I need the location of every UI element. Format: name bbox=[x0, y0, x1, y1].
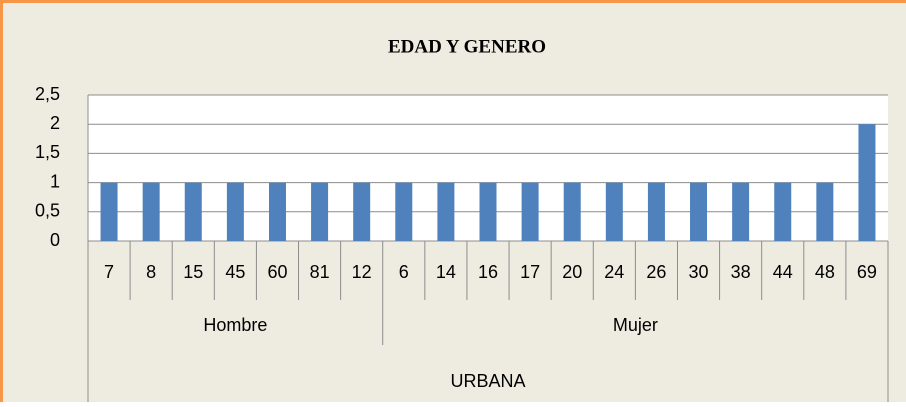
bar bbox=[311, 183, 328, 241]
x-tick-label: 16 bbox=[478, 262, 498, 282]
bar bbox=[690, 183, 707, 241]
bar bbox=[480, 183, 497, 241]
y-tick-label: 1 bbox=[50, 171, 60, 191]
bar bbox=[774, 183, 791, 241]
x-tick-label: 6 bbox=[399, 262, 409, 282]
x-tick-label: 8 bbox=[146, 262, 156, 282]
x-tick-label: 17 bbox=[520, 262, 540, 282]
chart-title: EDAD Y GENERO bbox=[388, 36, 546, 57]
x-tick-label: 60 bbox=[267, 262, 287, 282]
bar bbox=[185, 183, 202, 241]
x-tick-label: 44 bbox=[773, 262, 793, 282]
bar bbox=[143, 183, 160, 241]
group-label: Mujer bbox=[613, 315, 658, 335]
x-tick-label: 45 bbox=[225, 262, 245, 282]
bar bbox=[227, 183, 244, 241]
x-tick-label: 26 bbox=[646, 262, 666, 282]
bar bbox=[732, 183, 749, 241]
x-tick-label: 14 bbox=[436, 262, 456, 282]
bar bbox=[648, 183, 665, 241]
x-tick-label: 24 bbox=[604, 262, 624, 282]
supergroup-label: URBANA bbox=[450, 371, 525, 391]
x-tick-label: 69 bbox=[857, 262, 877, 282]
bar bbox=[564, 183, 581, 241]
bar bbox=[269, 183, 286, 241]
bar bbox=[816, 183, 833, 241]
bar bbox=[395, 183, 412, 241]
y-tick-label: 2,5 bbox=[35, 84, 60, 104]
bar bbox=[353, 183, 370, 241]
x-tick-label: 20 bbox=[562, 262, 582, 282]
y-tick-label: 0,5 bbox=[35, 201, 60, 221]
y-tick-label: 0 bbox=[50, 230, 60, 250]
bar bbox=[101, 183, 118, 241]
y-tick-label: 1,5 bbox=[35, 142, 60, 162]
x-tick-label: 38 bbox=[731, 262, 751, 282]
bar bbox=[606, 183, 623, 241]
x-tick-label: 48 bbox=[815, 262, 835, 282]
bar bbox=[437, 183, 454, 241]
x-tick-label: 30 bbox=[689, 262, 709, 282]
group-label: Hombre bbox=[203, 315, 267, 335]
x-tick-label: 15 bbox=[183, 262, 203, 282]
x-tick-label: 12 bbox=[352, 262, 372, 282]
x-tick-label: 81 bbox=[310, 262, 330, 282]
y-tick-label: 2 bbox=[50, 113, 60, 133]
x-tick-label: 7 bbox=[104, 262, 114, 282]
bar bbox=[522, 183, 539, 241]
bar bbox=[858, 124, 875, 241]
